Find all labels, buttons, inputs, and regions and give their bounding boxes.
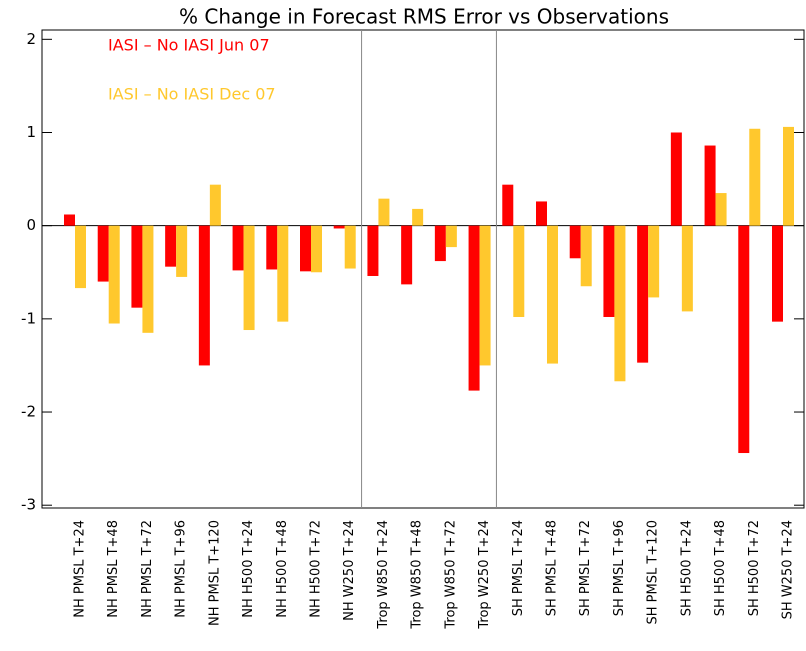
x-tick-label: Trop W850 T+48 (410, 520, 425, 630)
bar (738, 225, 750, 454)
x-tick-label: NH H500 T+24 (241, 520, 256, 618)
chart-title: % Change in Forecast RMS Error vs Observ… (179, 5, 669, 29)
plot-frame (41, 29, 805, 509)
y-tick-label: 2 (26, 30, 36, 48)
x-tick-label: SH PMSL T+24 (511, 520, 526, 616)
x-tick-label: SH H500 T+72 (747, 520, 762, 616)
y-tick-label: -1 (21, 309, 36, 327)
x-tick-label: Trop W850 T+24 (376, 520, 391, 630)
bar (513, 225, 525, 317)
y-tick-label: 1 (26, 123, 36, 141)
bar (637, 225, 649, 363)
bar (502, 184, 514, 226)
x-tick-label: Trop W250 T+24 (477, 520, 492, 630)
bar (479, 225, 491, 366)
bar (97, 225, 109, 282)
bar (176, 225, 188, 277)
x-tick-label: Trop W850 T+72 (443, 520, 458, 630)
bar (243, 225, 255, 331)
bar (670, 132, 682, 226)
bar (165, 225, 177, 267)
x-tick-label: NH H500 T+72 (309, 520, 324, 618)
bar (367, 225, 379, 276)
bar (108, 225, 120, 324)
bar (266, 225, 278, 270)
bar (378, 198, 390, 226)
bar (209, 184, 221, 226)
bar (344, 225, 356, 269)
bar (468, 225, 480, 391)
x-tick-label: SH H500 T+24 (679, 520, 694, 616)
x-tick-label: NH PMSL T+48 (106, 520, 121, 618)
x-tick-label: NH PMSL T+24 (73, 520, 88, 618)
x-tick-label: SH W250 T+24 (781, 520, 796, 619)
y-tick-label: -3 (21, 496, 36, 514)
bar (142, 225, 154, 333)
x-tick-label: SH PMSL T+72 (578, 520, 593, 616)
x-tick-label: SH H500 T+48 (713, 520, 728, 616)
bar (277, 225, 289, 322)
bar (232, 225, 244, 271)
bar (614, 225, 626, 382)
x-tick-label: NH H500 T+48 (275, 520, 290, 618)
legend-entry: IASI – No IASI Jun 07 (108, 36, 270, 55)
x-tick-label: SH PMSL T+48 (545, 520, 560, 616)
bar (603, 225, 615, 317)
bar (772, 225, 783, 322)
bar (704, 145, 716, 226)
bar (75, 225, 86, 289)
x-tick-label: SH PMSL T+120 (646, 520, 661, 625)
bar (681, 225, 693, 312)
x-tick-label: NH PMSL T+72 (140, 520, 155, 618)
bar (783, 126, 794, 226)
x-tick-label: NH PMSL T+96 (174, 520, 189, 618)
bar (445, 225, 457, 248)
bar (580, 225, 592, 287)
x-tick-label: NH W250 T+24 (342, 520, 357, 621)
bar (412, 208, 424, 226)
bar (569, 225, 581, 259)
bar (715, 193, 727, 226)
bar (333, 225, 345, 229)
bar (131, 225, 143, 308)
bar (648, 225, 660, 298)
bar (198, 225, 210, 366)
bar (536, 201, 547, 226)
y-tick-label: -2 (21, 403, 36, 421)
bar (434, 225, 446, 262)
x-tick-label: NH PMSL T+120 (207, 520, 222, 626)
y-tick-label: 0 (26, 216, 36, 234)
x-tick-label: SH PMSL T+96 (612, 520, 627, 616)
bar (749, 128, 761, 226)
bar (547, 225, 558, 364)
bar (64, 214, 75, 226)
bar (401, 225, 413, 285)
bar (311, 225, 322, 273)
bar (300, 225, 311, 272)
legend-entry: IASI – No IASI Dec 07 (108, 85, 276, 104)
